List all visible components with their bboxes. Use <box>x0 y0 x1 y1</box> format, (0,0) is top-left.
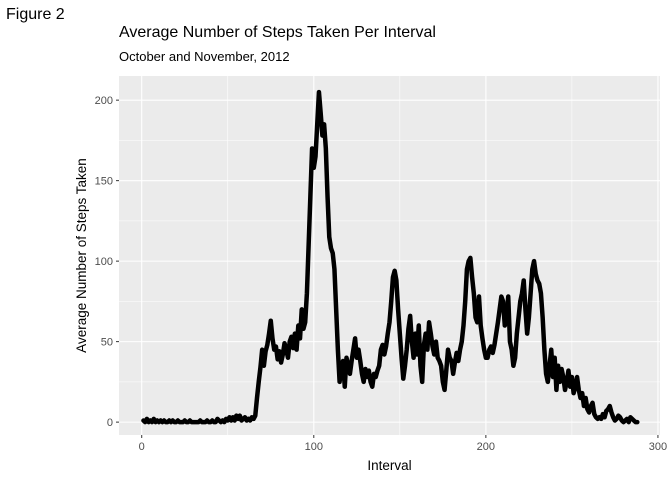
y-tick-label: 200 <box>95 95 113 107</box>
x-tick-label: 300 <box>649 441 667 453</box>
chart-title: Average Number of Steps Taken Per Interv… <box>119 24 436 41</box>
chart-subtitle: October and November, 2012 <box>119 49 290 64</box>
x-tick-label: 100 <box>305 441 323 453</box>
major-gridlines <box>119 76 660 435</box>
series-layer <box>141 89 640 425</box>
figure-label: Figure 2 <box>6 6 65 23</box>
x-tick-label: 0 <box>139 441 145 453</box>
y-tick-label: 0 <box>107 417 113 429</box>
y-tick-label: 50 <box>101 337 113 349</box>
y-tick-label: 150 <box>95 176 113 188</box>
x-tick-label: 200 <box>477 441 495 453</box>
axis-tick-labels: 0 100 200 300 0 50 100 150 200 <box>95 95 667 453</box>
axis-ticks <box>116 99 659 438</box>
y-tick-label: 100 <box>95 256 113 268</box>
y-axis-title: Average Number of Steps Taken <box>74 158 89 353</box>
x-axis-title: Interval <box>367 458 411 473</box>
series-line <box>141 89 640 425</box>
